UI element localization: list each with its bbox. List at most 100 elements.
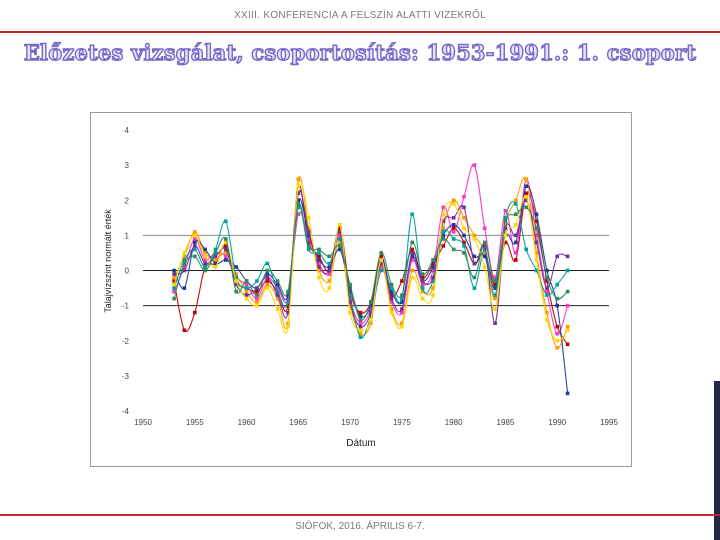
x-tick-label: 1960: [238, 418, 256, 427]
conference-header: XXIII. KONFERENCIA A FELSZÍN ALATTI VIZE…: [234, 10, 486, 21]
data-point: [493, 279, 497, 283]
data-point: [296, 184, 301, 188]
y-tick-label: -1: [122, 302, 130, 311]
data-point: [420, 296, 425, 301]
data-point: [503, 226, 508, 231]
data-point: [203, 258, 207, 262]
data-point: [265, 272, 270, 276]
data-point: [545, 310, 549, 315]
data-point: [172, 286, 176, 290]
data-point: [275, 279, 280, 283]
chart-frame: 4 3 2 1 0 -1 -2 -3 -4 1950 1955 1960 1965 1970 1975 19…: [90, 112, 632, 467]
data-point: [545, 268, 549, 273]
data-point: [545, 275, 549, 280]
data-point: [514, 223, 518, 227]
data-point: [379, 258, 383, 262]
data-point: [410, 268, 414, 273]
data-point: [451, 202, 456, 206]
footer-text: SIÓFOK, 2016. ÁPRILIS 6-7.: [295, 521, 425, 532]
data-point: [182, 328, 187, 332]
data-point: [555, 338, 559, 343]
data-point: [213, 247, 218, 252]
data-point: [514, 202, 518, 206]
data-point: [534, 251, 539, 255]
data-point: [545, 293, 549, 297]
data-point: [441, 244, 446, 248]
data-point: [514, 240, 518, 245]
data-point: [524, 247, 528, 252]
data-point: [275, 307, 280, 311]
data-point: [213, 265, 218, 269]
data-point: [493, 286, 497, 290]
data-point: [493, 296, 497, 301]
data-point: [317, 247, 321, 252]
data-point: [410, 240, 414, 245]
data-point: [379, 251, 383, 255]
data-point: [172, 268, 176, 273]
data-point: [224, 240, 228, 245]
chart-gridlines: [143, 234, 609, 307]
data-point: [420, 286, 425, 290]
data-point: [400, 321, 404, 325]
data-point: [379, 268, 383, 273]
y-tick-label: 0: [125, 267, 130, 276]
data-point: [265, 286, 270, 290]
data-point: [224, 219, 228, 224]
x-tick-label: 1950: [134, 418, 152, 427]
data-point: [462, 205, 466, 210]
data-point: [327, 286, 332, 290]
data-point: [182, 261, 187, 266]
data-point: [451, 223, 456, 227]
data-point: [431, 268, 435, 273]
data-point: [338, 240, 342, 245]
data-point: [317, 261, 321, 266]
data-point: [503, 240, 508, 245]
data-point: [348, 303, 352, 308]
data-point: [265, 261, 270, 266]
data-point: [534, 268, 539, 273]
data-point: [472, 261, 477, 266]
data-point: [327, 272, 332, 276]
data-point: [255, 300, 259, 304]
data-point: [338, 230, 342, 234]
x-tick-label: 1985: [497, 418, 515, 427]
data-point: [306, 230, 311, 234]
data-point: [462, 226, 466, 231]
data-point: [358, 331, 363, 336]
y-tick-label: 4: [125, 126, 130, 135]
data-point: [275, 289, 280, 294]
data-point: [338, 244, 342, 248]
data-point: [338, 247, 342, 252]
data-point: [182, 286, 187, 290]
data-point: [275, 286, 280, 290]
x-tick-label: 1975: [393, 418, 411, 427]
data-point: [503, 209, 508, 213]
data-point: [286, 293, 290, 297]
data-point: [255, 296, 259, 301]
x-axis-tick-labels: 1950 1955 1960 1965 1970 1975 1980 1985 1990 1995: [134, 418, 618, 427]
data-point: [441, 233, 446, 238]
data-point: [358, 335, 363, 339]
data-point: [389, 293, 394, 297]
data-point: [369, 317, 373, 322]
data-point: [379, 261, 383, 266]
data-point: [172, 279, 176, 283]
x-tick-label: 1990: [548, 418, 566, 427]
data-point: [265, 279, 270, 283]
data-point: [193, 233, 197, 238]
data-point: [369, 321, 373, 325]
data-point: [472, 286, 477, 290]
data-point: [493, 282, 497, 287]
data-point: [286, 324, 290, 329]
data-point: [224, 237, 228, 241]
data-point: [441, 205, 446, 210]
data-point: [400, 307, 404, 311]
data-point: [317, 275, 321, 280]
data-point: [410, 251, 414, 255]
data-point: [555, 303, 559, 308]
header-divider: [0, 31, 720, 33]
footer-divider: [0, 514, 720, 516]
series-s8: [172, 202, 570, 322]
data-point: [524, 205, 528, 210]
